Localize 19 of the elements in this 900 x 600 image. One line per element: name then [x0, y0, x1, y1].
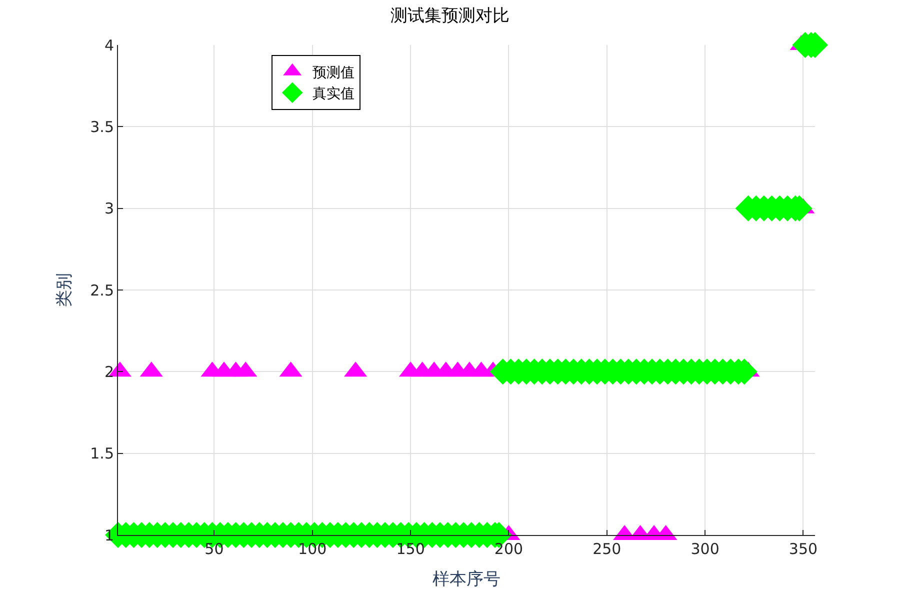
y-tick-label: 3	[104, 200, 114, 218]
y-tick-label: 2.5	[90, 281, 114, 300]
legend-label: 预测值	[312, 64, 354, 81]
x-tick-label: 50	[204, 540, 224, 558]
y-tick-label: 4	[104, 36, 114, 54]
x-axis-title: 样本序号	[432, 569, 500, 590]
y-tick-label: 1.5	[90, 444, 114, 463]
y-tick-label: 2	[104, 362, 114, 381]
chart-title: 测试集预测对比	[390, 6, 510, 26]
x-tick-label: 350	[788, 540, 818, 558]
y-axis-title: 类别	[54, 273, 75, 307]
y-tick-label: 3.5	[90, 118, 114, 136]
x-tick-label: 250	[592, 540, 622, 558]
x-tick-label: 300	[690, 540, 720, 558]
y-tick-label: 1	[104, 526, 114, 544]
x-tick-label: 200	[494, 540, 524, 558]
x-tick-label: 100	[298, 540, 327, 558]
x-tick-label: 150	[396, 540, 425, 558]
legend-label: 真实值	[312, 86, 354, 102]
